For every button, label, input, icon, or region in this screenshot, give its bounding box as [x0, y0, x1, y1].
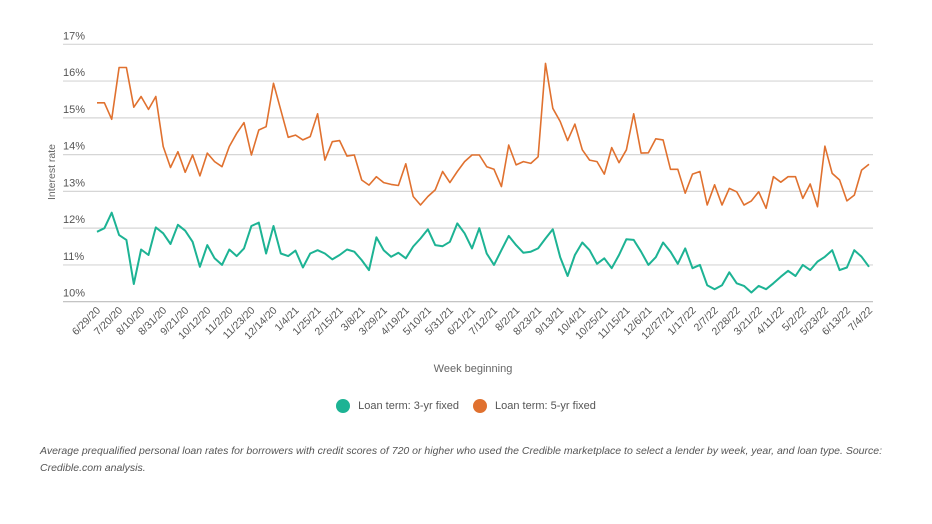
line-chart: 10% 11% 12% 13% 14% 15% 16% 17% 6/29/207/20/208…: [46, 30, 875, 375]
legend-label-3yr: Loan term: 3-yr fixed: [358, 400, 459, 412]
y-tick-label: 13%: [63, 177, 85, 189]
series-lines: [96, 62, 870, 294]
legend-marker-5yr: [473, 399, 487, 413]
y-tick-label: 15%: [63, 104, 85, 116]
y-axis-ticks: 10% 11% 12% 13% 14% 15% 16% 17%: [63, 30, 85, 299]
y-tick-label: 10%: [63, 288, 85, 300]
legend-item-5yr[interactable]: Loan term: 5-yr fixed: [473, 399, 596, 413]
legend-label-5yr: Loan term: 5-yr fixed: [495, 400, 596, 412]
x-axis-ticks: 6/29/207/20/208/10/208/31/209/21/2010/12…: [70, 305, 875, 343]
gridlines: [63, 43, 873, 303]
y-tick-label: 12%: [63, 214, 85, 226]
y-axis-title: Interest rate: [46, 144, 58, 200]
legend-marker-3yr: [336, 399, 351, 413]
legend: Loan term: 3-yr fixed Loan term: 5-yr fi…: [0, 399, 932, 413]
series-line-5yr: [97, 62, 870, 210]
x-tick-label: 7/4/22: [846, 305, 875, 334]
y-tick-label: 14%: [63, 141, 85, 153]
y-tick-label: 11%: [63, 251, 84, 263]
chart-caption: Average prequalified personal loan rates…: [40, 445, 883, 474]
y-tick-label: 16%: [63, 67, 85, 79]
legend-item-3yr[interactable]: Loan term: 3-yr fixed: [336, 399, 459, 413]
x-axis-title: Week beginning: [434, 363, 513, 375]
series-line-3yr: [96, 211, 870, 294]
y-tick-label: 17%: [63, 30, 85, 42]
